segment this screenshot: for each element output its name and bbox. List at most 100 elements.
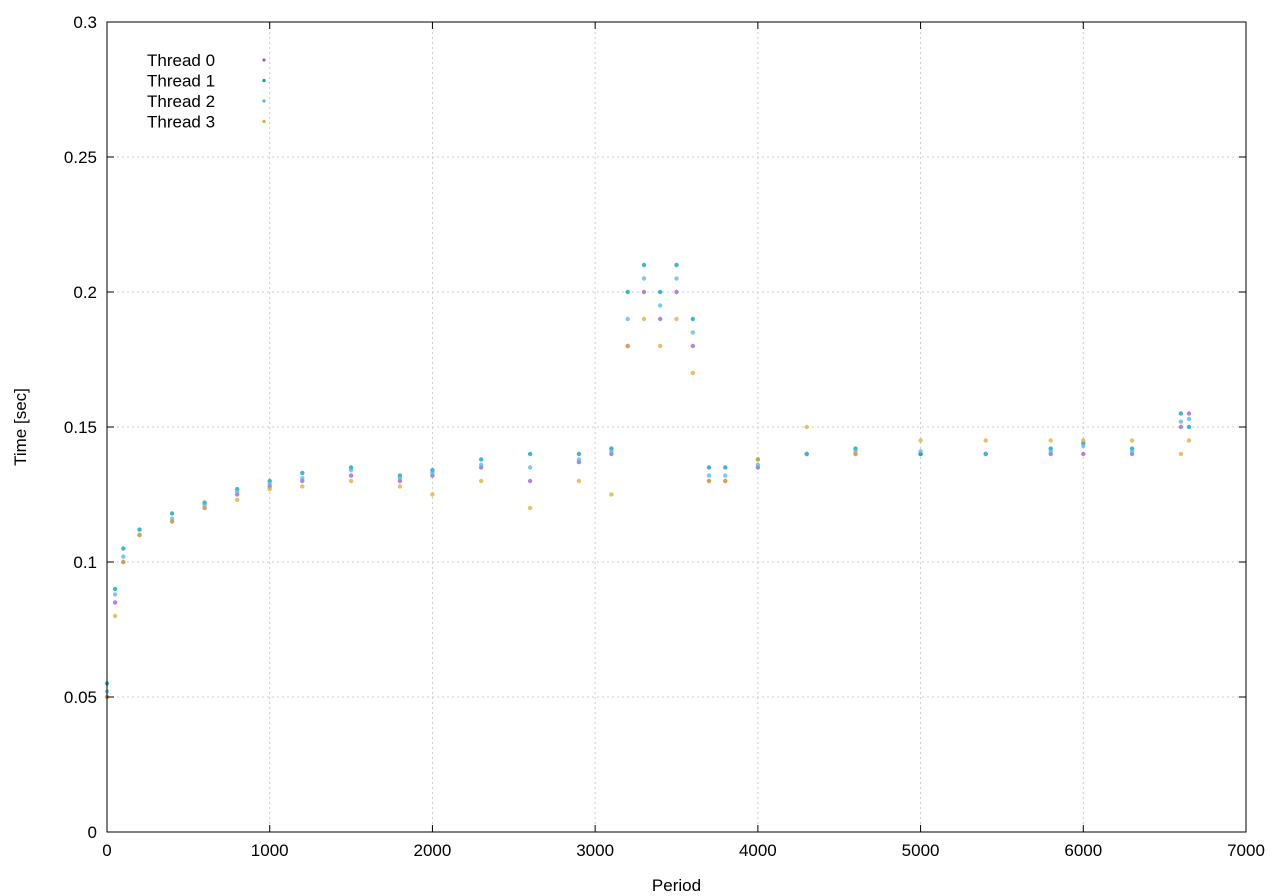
data-point (121, 554, 126, 559)
data-point (723, 465, 728, 470)
data-point (112, 613, 118, 619)
data-point (609, 449, 614, 454)
legend-marker (262, 99, 266, 103)
data-point (625, 316, 630, 322)
data-point (641, 316, 647, 322)
series-points (104, 316, 1192, 700)
data-point (137, 527, 142, 532)
data-point (169, 511, 175, 516)
data-point (641, 276, 647, 281)
data-point (300, 470, 305, 476)
data-point (267, 481, 272, 486)
data-point (804, 424, 809, 430)
data-point (706, 465, 712, 470)
x-tick-label: 7000 (1227, 841, 1265, 860)
data-point (755, 457, 761, 462)
x-tick-label: 3000 (576, 841, 614, 860)
data-point (430, 470, 435, 476)
data-point (1178, 411, 1184, 416)
data-point (674, 289, 679, 295)
data-point (918, 449, 923, 454)
data-point (1186, 416, 1192, 422)
data-point (706, 473, 712, 478)
data-point (674, 276, 679, 281)
data-point (1186, 424, 1192, 430)
data-point (267, 486, 272, 492)
y-tick-label: 0.2 (73, 283, 97, 302)
data-point (576, 451, 582, 457)
data-point (723, 478, 728, 484)
data-point (658, 343, 663, 349)
data-point (983, 451, 988, 457)
y-axis-tick-labels: 0 0.05 0.1 0.15 0.2 0.25 0.3 (64, 13, 97, 842)
legend-label: Thread 2 (147, 92, 215, 111)
data-point (641, 262, 647, 268)
data-point (1081, 451, 1086, 457)
data-point (169, 519, 175, 524)
data-point (479, 457, 484, 462)
data-point (235, 489, 240, 494)
y-tick-label: 0.05 (64, 688, 97, 707)
data-point (121, 546, 126, 551)
y-axis-label: Time [sec] (11, 388, 30, 466)
data-point (576, 478, 582, 484)
data-point (1048, 438, 1053, 443)
y-tick-label: 0 (88, 823, 97, 842)
data-point (397, 484, 403, 489)
x-tick-label: 0 (102, 841, 111, 860)
data-point (674, 316, 679, 322)
data-point (527, 451, 533, 457)
data-point (658, 289, 663, 295)
data-point (112, 586, 118, 592)
x-tick-label: 4000 (739, 841, 777, 860)
data-point (690, 330, 695, 335)
data-point (235, 497, 240, 503)
legend-label: Thread 3 (147, 113, 215, 132)
data-point (1048, 449, 1053, 454)
data-point (300, 484, 305, 489)
data-point (479, 462, 484, 467)
data-point (690, 343, 695, 349)
data-point (479, 478, 484, 484)
x-axis-label: Period (652, 876, 701, 895)
data-point (527, 478, 533, 484)
x-tick-label: 2000 (414, 841, 452, 860)
y-tick-label: 0.3 (73, 13, 97, 32)
data-point (658, 303, 663, 308)
legend-marker (262, 58, 266, 62)
legend-label: Thread 1 (147, 72, 215, 91)
data-point (527, 505, 533, 511)
legend-marker (262, 119, 266, 124)
data-point (300, 476, 305, 481)
data-point (706, 478, 712, 484)
data-point (1178, 424, 1184, 430)
data-point (658, 316, 663, 322)
data-point (625, 289, 630, 295)
data-point (397, 476, 403, 481)
data-point (1129, 438, 1135, 443)
data-point (576, 457, 582, 462)
y-tick-label: 0.25 (64, 148, 97, 167)
legend-label: Thread 0 (147, 51, 215, 70)
data-point (723, 473, 728, 478)
data-point (690, 370, 695, 376)
data-point (755, 462, 761, 467)
x-axis-tick-labels: 0 1000 2000 3000 4000 5000 6000 7000 (102, 841, 1265, 860)
data-point (674, 262, 679, 268)
data-point (918, 438, 923, 443)
data-points (104, 262, 1192, 700)
data-point (1081, 438, 1086, 443)
data-point (1178, 419, 1184, 424)
data-point (348, 478, 354, 484)
data-point (348, 473, 354, 478)
data-point (348, 468, 354, 473)
data-point (202, 505, 207, 511)
data-point (1129, 449, 1135, 454)
data-point (609, 492, 614, 497)
grid-lines (107, 22, 1246, 832)
legend-marker (262, 78, 266, 83)
axis-ticks (106, 21, 1247, 833)
data-point (430, 492, 435, 497)
data-point (1186, 438, 1192, 443)
